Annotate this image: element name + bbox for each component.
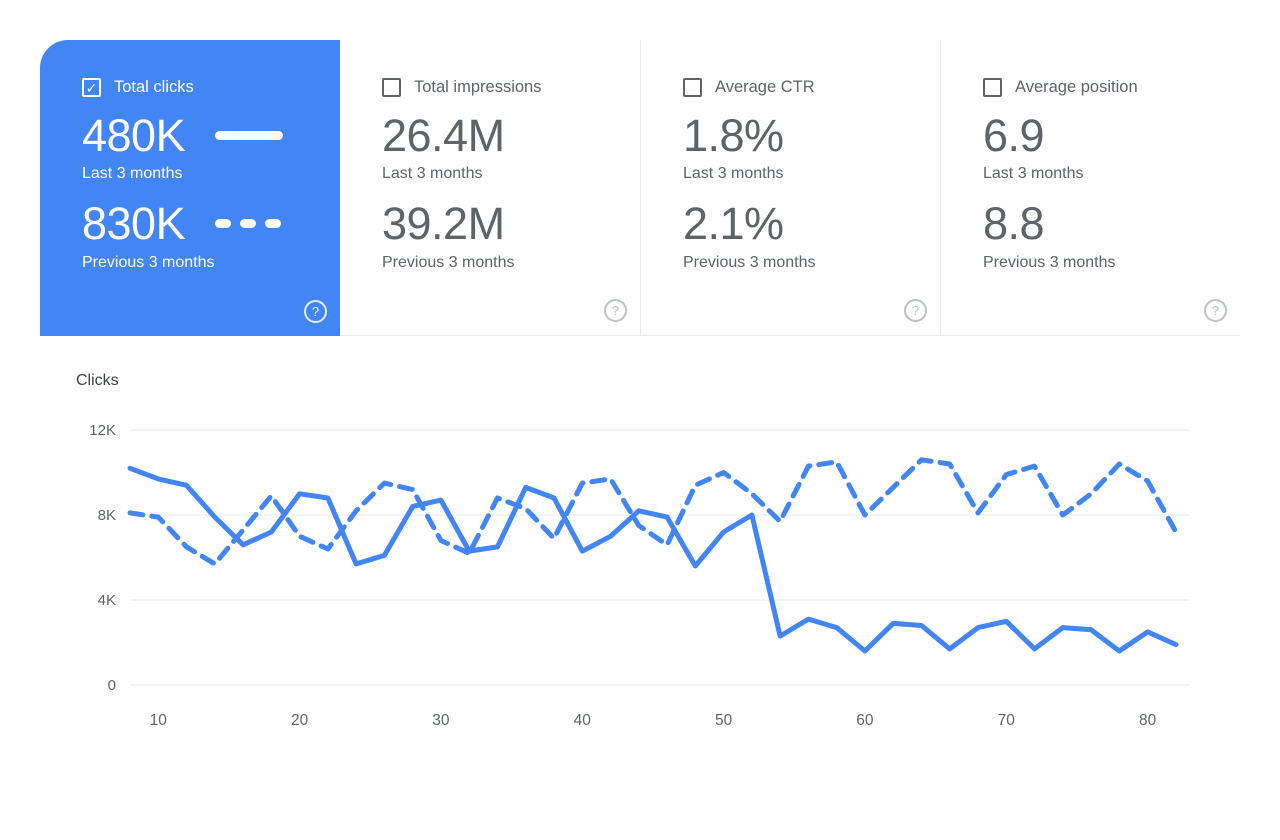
svg-text:4K: 4K	[98, 592, 116, 609]
average-ctr-secondary-value: 2.1%	[683, 198, 784, 250]
chart-axis-title: Clicks	[76, 372, 119, 389]
total-clicks-primary-value: 480K	[82, 110, 186, 161]
svg-text:80: 80	[1139, 712, 1157, 729]
total-clicks-label: Total clicks	[114, 78, 194, 96]
average-position-check-row: Average position	[983, 78, 1224, 97]
svg-text:40: 40	[574, 712, 592, 729]
total-impressions-label: Total impressions	[414, 78, 542, 96]
svg-text:30: 30	[432, 712, 450, 729]
average-ctr-secondary-row: 2.1%	[683, 198, 924, 250]
metric-card-average-position[interactable]: Average position 6.9 Last 3 months 8.8 P…	[940, 40, 1240, 336]
svg-text:10: 10	[150, 712, 168, 729]
total-impressions-checkbox[interactable]	[382, 78, 401, 97]
average-position-primary-value: 6.9	[983, 110, 1045, 161]
average-position-secondary-value: 8.8	[983, 198, 1045, 250]
total-clicks-secondary-caption: Previous 3 months	[82, 253, 215, 271]
average-ctr-checkbox[interactable]	[683, 78, 702, 97]
average-ctr-check-row: Average CTR	[683, 78, 924, 97]
total-clicks-secondary-row: 830K	[82, 198, 324, 250]
checkmark-icon: ✓	[85, 79, 98, 96]
average-position-primary-row: 6.9	[983, 110, 1224, 161]
total-clicks-primary-caption: Last 3 months	[82, 165, 183, 183]
total-clicks-checkbox[interactable]: ✓	[82, 78, 101, 97]
total-clicks-check-row: ✓ Total clicks	[82, 78, 324, 97]
average-ctr-secondary-caption: Previous 3 months	[683, 253, 816, 271]
average-ctr-primary-row: 1.8%	[683, 110, 924, 161]
metric-cards-row: ✓ Total clicks 480K Last 3 months 830K P…	[40, 40, 1240, 336]
total-impressions-secondary-caption: Previous 3 months	[382, 253, 515, 271]
total-impressions-secondary-value: 39.2M	[382, 198, 505, 250]
average-ctr-help-icon[interactable]: ?	[904, 299, 927, 322]
average-position-help-icon[interactable]: ?	[1204, 299, 1227, 322]
total-impressions-primary-row: 26.4M	[382, 110, 624, 161]
svg-text:0: 0	[108, 677, 116, 694]
dashed-line-legend-icon	[215, 219, 282, 229]
metric-card-average-ctr[interactable]: Average CTR 1.8% Last 3 months 2.1% Prev…	[640, 40, 940, 336]
total-impressions-check-row: Total impressions	[382, 78, 624, 97]
metric-card-total-clicks[interactable]: ✓ Total clicks 480K Last 3 months 830K P…	[40, 40, 340, 336]
average-position-checkbox[interactable]	[983, 78, 1002, 97]
svg-text:8K: 8K	[98, 507, 116, 524]
average-ctr-label: Average CTR	[715, 78, 815, 96]
metric-card-total-impressions[interactable]: Total impressions 26.4M Last 3 months 39…	[340, 40, 640, 336]
total-clicks-secondary-value: 830K	[82, 198, 186, 250]
clicks-chart-section: Clicks 0 4K 8K 12K 10 20 30 40 50 60 70 80	[40, 372, 1240, 740]
svg-text:12K: 12K	[89, 422, 116, 439]
average-position-secondary-caption: Previous 3 months	[983, 253, 1116, 271]
total-clicks-primary-row: 480K	[82, 112, 324, 159]
total-impressions-primary-value: 26.4M	[382, 110, 505, 161]
average-ctr-primary-value: 1.8%	[683, 110, 784, 161]
total-impressions-primary-caption: Last 3 months	[382, 165, 483, 183]
total-impressions-help-icon[interactable]: ?	[604, 299, 627, 322]
average-position-primary-caption: Last 3 months	[983, 165, 1084, 183]
average-position-secondary-row: 8.8	[983, 198, 1224, 250]
total-clicks-help-icon[interactable]: ?	[304, 300, 327, 323]
svg-text:60: 60	[856, 712, 874, 729]
svg-text:70: 70	[998, 712, 1016, 729]
clicks-line-chart[interactable]: 0 4K 8K 12K 10 20 30 40 50 60 70 80	[40, 410, 1240, 740]
svg-text:50: 50	[715, 712, 733, 729]
solid-line-legend-icon	[215, 131, 284, 141]
total-impressions-secondary-row: 39.2M	[382, 198, 624, 250]
average-ctr-primary-caption: Last 3 months	[683, 165, 784, 183]
svg-text:20: 20	[291, 712, 309, 729]
average-position-label: Average position	[1015, 78, 1138, 96]
